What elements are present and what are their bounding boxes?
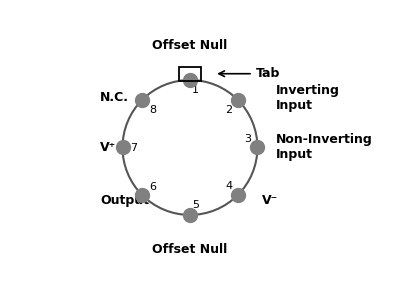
Text: V⁻: V⁻ [262, 194, 278, 207]
Text: Tab: Tab [256, 67, 281, 80]
Text: 5: 5 [192, 200, 199, 210]
Point [235, 193, 241, 197]
Text: 4: 4 [225, 181, 232, 191]
Point [187, 78, 193, 82]
Text: Output: Output [100, 194, 149, 207]
Point [119, 145, 126, 150]
Text: Offset Null: Offset Null [152, 39, 227, 52]
Text: 1: 1 [192, 85, 199, 95]
Text: 3: 3 [244, 134, 251, 144]
Text: 2: 2 [225, 105, 232, 115]
Text: Offset Null: Offset Null [152, 243, 227, 256]
Bar [179, 67, 201, 81]
Point [139, 193, 145, 197]
Text: N.C.: N.C. [100, 91, 129, 105]
Text: Inverting
Input: Inverting Input [276, 84, 339, 112]
Point [254, 145, 260, 150]
Point [187, 213, 193, 217]
Point [235, 98, 241, 102]
Text: 8: 8 [149, 105, 156, 115]
Text: 7: 7 [130, 143, 137, 153]
Point [139, 98, 145, 102]
Text: V⁺: V⁺ [100, 141, 116, 154]
Text: Non-Inverting
Input: Non-Inverting Input [276, 133, 372, 161]
Text: 6: 6 [149, 182, 156, 192]
